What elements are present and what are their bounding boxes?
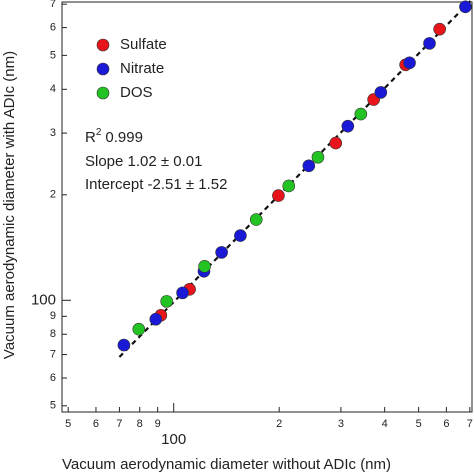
x-axis-label: Vacuum aerodynamic diameter without ADIc… xyxy=(62,456,391,473)
y-axis-label: Vacuum aerodynamic diameter with ADIc (n… xyxy=(1,51,18,359)
point xyxy=(149,312,163,326)
x-tick-label: 9 xyxy=(155,418,161,430)
legend-label: DOS xyxy=(120,84,153,101)
legend-marker xyxy=(96,86,110,100)
point xyxy=(433,22,446,36)
x-tick-label: 5 xyxy=(416,418,422,430)
point xyxy=(341,119,355,133)
point xyxy=(272,189,285,202)
point xyxy=(117,338,131,352)
legend-marker xyxy=(96,38,110,52)
legend-label: Nitrate xyxy=(120,60,164,77)
x-tick-label: 7 xyxy=(467,418,473,430)
y-tick-label: 2 xyxy=(50,189,56,201)
legend-marker xyxy=(96,62,110,76)
x-tick-label: 4 xyxy=(382,418,388,430)
y-tick-label: 5 xyxy=(50,400,56,412)
legend-label: Sulfate xyxy=(120,36,167,53)
x-tick-label: 7 xyxy=(116,418,122,430)
x-tick-label: 5 xyxy=(65,418,71,430)
x-tick-label: 8 xyxy=(137,418,143,430)
point xyxy=(329,136,343,150)
point xyxy=(403,56,416,70)
point xyxy=(354,107,368,121)
y-tick-label: 4 xyxy=(50,83,56,95)
point xyxy=(234,229,247,242)
y-tick-label: 7 xyxy=(50,0,56,10)
point xyxy=(249,213,263,226)
y-tick-label: 3 xyxy=(50,127,56,139)
y-tick-label: 6 xyxy=(50,22,56,34)
annotation: Intercept -2.51 ± 1.52 xyxy=(85,176,228,193)
point xyxy=(198,260,211,273)
point xyxy=(282,179,296,193)
point xyxy=(459,0,472,14)
point xyxy=(160,295,173,308)
x-tick-label: 3 xyxy=(338,418,344,430)
point xyxy=(302,159,316,173)
y-tick-label: 6 xyxy=(50,372,56,384)
r-squared: R2 0.999 xyxy=(85,127,143,146)
x-tick-label: 100 xyxy=(161,431,186,448)
y-tick-label: 100 xyxy=(31,291,56,308)
r-exponent: 2 xyxy=(96,127,102,138)
y-tick-label: 7 xyxy=(50,348,56,360)
x-tick-label: 2 xyxy=(276,418,282,430)
plot-frame xyxy=(61,1,473,413)
point xyxy=(374,86,388,99)
r-symbol: R xyxy=(85,129,96,146)
y-tick-label: 9 xyxy=(50,310,56,322)
x-tick-label: 6 xyxy=(93,418,99,430)
point xyxy=(423,37,436,50)
point xyxy=(132,322,146,336)
y-tick-label: 5 xyxy=(50,49,56,61)
r-value: 0.999 xyxy=(105,129,143,146)
y-tick-label: 8 xyxy=(50,328,56,340)
point xyxy=(215,246,228,259)
x-tick-label: 6 xyxy=(443,418,449,430)
point xyxy=(176,286,189,300)
point xyxy=(311,150,325,164)
annotation: Slope 1.02 ± 0.01 xyxy=(85,153,203,170)
